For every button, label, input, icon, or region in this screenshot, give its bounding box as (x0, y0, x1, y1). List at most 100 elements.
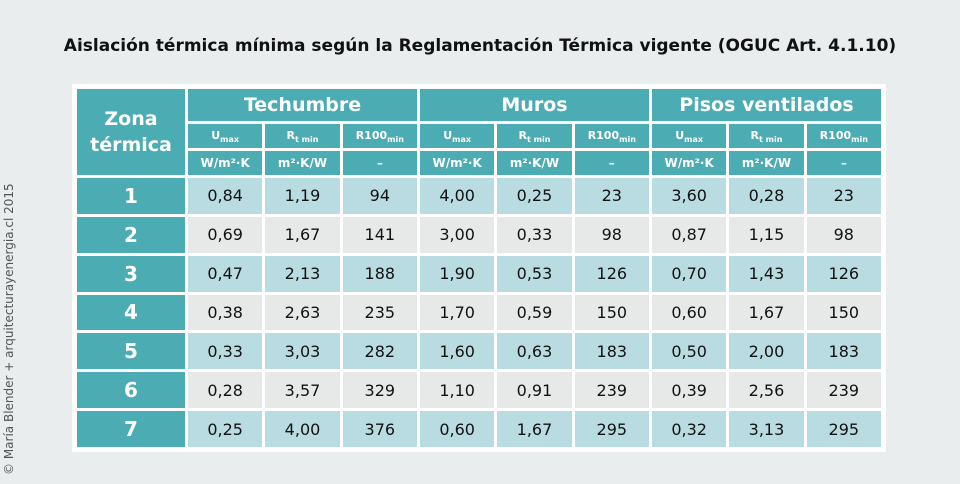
subheader-r: Rt min (729, 124, 804, 148)
table-cell: 235 (342, 294, 417, 331)
subheader-symbol: R (286, 128, 296, 142)
table-cell: 3,00 (419, 216, 495, 253)
table-cell: 98 (806, 216, 881, 253)
subheader-index: max (684, 134, 704, 144)
table-cell: 150 (574, 294, 649, 331)
table-cell: 188 (342, 255, 417, 292)
zone-header-line2: térmica (90, 134, 172, 156)
unit-r100: – (574, 151, 649, 175)
table-row: 7 0,25 4,00 376 0,60 1,67 295 0,32 3,13 295 (77, 411, 881, 447)
table-cell: 0,60 (651, 294, 727, 331)
page-title: Aislación térmica mínima según la Reglam… (63, 36, 897, 56)
unit-r: m²·K/W (729, 151, 804, 175)
zone-number: 2 (77, 216, 185, 253)
table-cell: 3,03 (265, 333, 340, 370)
subheader-symbol: U (443, 128, 453, 142)
table-cell: 23 (806, 178, 881, 214)
group-header-pisos: Pisos ventilados (651, 89, 881, 121)
table-cell: 23 (574, 178, 649, 214)
subheader-symbol: U (675, 128, 685, 142)
table-row: 1 0,84 1,19 94 4,00 0,25 23 3,60 0,28 23 (77, 178, 881, 214)
zone-number: 3 (77, 255, 185, 292)
subheader-symbol: R (518, 128, 528, 142)
table-row: 5 0,33 3,03 282 1,60 0,63 183 0,50 2,00 183 (77, 333, 881, 370)
subheader-r100: R100min (806, 124, 881, 148)
table-cell: 0,28 (729, 178, 804, 214)
table-cell: 376 (342, 411, 417, 447)
zone-number: 4 (77, 294, 185, 331)
table-cell: 0,47 (188, 255, 263, 292)
table-cell: 0,63 (497, 333, 572, 370)
table-row: 2 0,69 1,67 141 3,00 0,33 98 0,87 1,15 98 (77, 216, 881, 253)
table-cell: 3,57 (265, 372, 340, 409)
table-cell: 329 (342, 372, 417, 409)
table-cell: 4,00 (419, 178, 495, 214)
table-cell: 2,00 (729, 333, 804, 370)
zone-number: 7 (77, 411, 185, 447)
table-cell: 295 (806, 411, 881, 447)
unit-r: m²·K/W (497, 151, 572, 175)
table-cell: 150 (806, 294, 881, 331)
zone-header-line1: Zona (104, 108, 158, 130)
subheader-index: max (452, 134, 472, 144)
subheader-r100: R100min (342, 124, 417, 148)
table-cell: 0,53 (497, 255, 572, 292)
zone-number: 1 (77, 178, 185, 214)
table-cell: 0,39 (651, 372, 727, 409)
subheader-index: min (619, 134, 636, 144)
table-cell: 0,38 (188, 294, 263, 331)
subheader-index: max (220, 134, 240, 144)
table-cell: 0,25 (497, 178, 572, 214)
subheader-symbol: U (211, 128, 221, 142)
subheader-r: Rt min (265, 124, 340, 148)
subheader-symbol: R100 (587, 128, 620, 142)
table-cell: 141 (342, 216, 417, 253)
subheader-index: t min (527, 134, 551, 144)
table-body: 1 0,84 1,19 94 4,00 0,25 23 3,60 0,28 23 2 0,69 1,67… (77, 178, 881, 447)
subheader-index: min (851, 134, 868, 144)
table-row: 3 0,47 2,13 188 1,90 0,53 126 0,70 1,43 126 (77, 255, 881, 292)
table-cell: 1,15 (729, 216, 804, 253)
table-cell: 0,84 (188, 178, 263, 214)
table-cell: 1,67 (729, 294, 804, 331)
table-cell: 0,60 (419, 411, 495, 447)
table-cell: 239 (806, 372, 881, 409)
zone-number: 6 (77, 372, 185, 409)
insulation-table-frame: Zona térmica Techumbre Muros Pisos venti… (72, 84, 886, 452)
subheader-row: Umax Rt min R100min Umax Rt min R100min Umax Rt… (77, 124, 881, 148)
subheader-r100: R100min (574, 124, 649, 148)
subheader-r: Rt min (497, 124, 572, 148)
subheader-index: t min (759, 134, 783, 144)
subheader-u: Umax (419, 124, 495, 148)
table-cell: 0,32 (651, 411, 727, 447)
group-header-techumbre: Techumbre (188, 89, 417, 121)
table-row: 6 0,28 3,57 329 1,10 0,91 239 0,39 2,56 239 (77, 372, 881, 409)
insulation-table: Zona térmica Techumbre Muros Pisos venti… (74, 86, 884, 450)
subheader-symbol: R100 (355, 128, 388, 142)
unit-r100: – (806, 151, 881, 175)
table-cell: 282 (342, 333, 417, 370)
subheader-u: Umax (188, 124, 263, 148)
table-cell: 0,50 (651, 333, 727, 370)
table-cell: 98 (574, 216, 649, 253)
zone-header: Zona térmica (77, 89, 185, 175)
table-cell: 126 (574, 255, 649, 292)
zone-number: 5 (77, 333, 185, 370)
copyright-credit: © María Blender + arquitecturayenergia.c… (2, 183, 16, 475)
table-cell: 2,56 (729, 372, 804, 409)
table-cell: 1,43 (729, 255, 804, 292)
table-cell: 0,70 (651, 255, 727, 292)
table-cell: 0,59 (497, 294, 572, 331)
table-cell: 1,67 (497, 411, 572, 447)
unit-u: W/m²·K (419, 151, 495, 175)
unit-r100: – (342, 151, 417, 175)
subheader-symbol: R (750, 128, 759, 142)
table-cell: 3,60 (651, 178, 727, 214)
table-cell: 0,28 (188, 372, 263, 409)
table-cell: 0,87 (651, 216, 727, 253)
table-cell: 239 (574, 372, 649, 409)
table-cell: 1,90 (419, 255, 495, 292)
table-cell: 295 (574, 411, 649, 447)
table-cell: 3,13 (729, 411, 804, 447)
subheader-index: t min (295, 134, 319, 144)
